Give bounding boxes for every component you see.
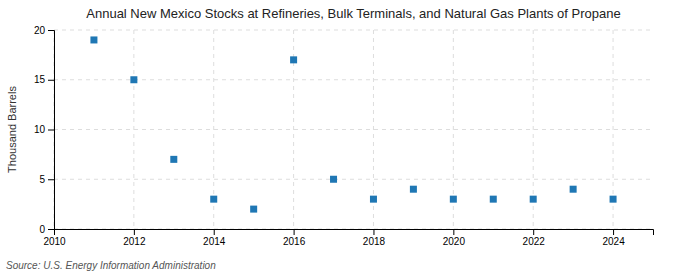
point	[130, 76, 137, 83]
point	[490, 196, 497, 203]
x-axis-tick: 2012	[123, 229, 146, 247]
point	[530, 196, 537, 203]
y-axis-tick: 10	[34, 124, 54, 135]
x-axis-tick-label: 2020	[443, 236, 466, 247]
points	[90, 36, 616, 212]
point	[450, 196, 457, 203]
grid-line-y	[54, 179, 653, 180]
x-axis: 2010 2012 2014 2016 2018 2020 2022 2024	[43, 229, 653, 247]
grid-line-y	[54, 79, 653, 80]
y-axis-tick-label: 5	[39, 174, 45, 185]
source-note: Source: U.S. Energy Information Administ…	[6, 260, 216, 271]
x-axis-tick-label: 2014	[203, 236, 226, 247]
point	[250, 206, 257, 213]
y-axis-tick-mark	[48, 30, 54, 31]
point	[210, 196, 217, 203]
grid-line-x	[133, 30, 134, 229]
x-axis-tick: 2016	[283, 229, 306, 247]
x-axis-tick-label: 2022	[523, 236, 546, 247]
chart: 2010201220142016201820202022202405101520…	[0, 0, 675, 275]
point	[170, 156, 177, 163]
point	[610, 196, 617, 203]
title: Annual New Mexico Stocks at Refineries, …	[86, 6, 620, 21]
x-axis-tick-label: 2016	[283, 236, 306, 247]
x-axis-tick: 2024	[602, 229, 625, 247]
x-axis-tick-label: 2024	[602, 236, 625, 247]
x-axis-tick: 2022	[523, 229, 546, 247]
y-axis-tick-mark	[48, 229, 54, 230]
grid-line-y	[54, 129, 653, 130]
x-axis-tick-mark	[214, 229, 215, 235]
x-axis-tick-mark	[294, 229, 295, 235]
point	[570, 186, 577, 193]
y-axis-line	[48, 31, 55, 230]
x-axis-tick-mark	[533, 229, 534, 235]
y-axis-title: Thousand Barrels	[6, 86, 18, 173]
y-axis-tick: 20	[34, 25, 54, 36]
y-axis-tick-mark	[48, 80, 54, 81]
x-axis-tick: 2018	[363, 229, 386, 247]
point	[410, 186, 417, 193]
grid	[54, 30, 653, 229]
x-axis-tick-mark	[453, 229, 454, 235]
y-axis-tick-label: 15	[34, 74, 46, 85]
point	[370, 196, 377, 203]
grid-line-y	[54, 30, 653, 31]
x-axis-tick: 2020	[443, 229, 466, 247]
y-axis: 0 5 10 15 20	[34, 25, 55, 235]
x-axis-tick-mark	[613, 229, 614, 235]
point	[90, 36, 97, 43]
x-axis-tick-label: 2018	[363, 236, 386, 247]
x-axis-tick-label: 2010	[43, 236, 66, 247]
x-axis-tick: 2010	[43, 229, 66, 247]
x-axis-tick: 2014	[203, 229, 226, 247]
y-axis-tick-mark	[48, 130, 54, 131]
y-axis-tick-mark	[48, 179, 54, 180]
y-axis-tick-label: 20	[34, 25, 46, 36]
y-axis-tick: 0	[39, 224, 54, 235]
y-axis-tick: 15	[34, 74, 54, 85]
x-axis-tick-mark	[373, 229, 374, 235]
y-axis-tick-label: 10	[34, 124, 46, 135]
y-axis-tick-label: 0	[39, 224, 45, 235]
point	[290, 56, 297, 63]
y-axis-tick: 5	[39, 174, 54, 185]
plot: 2010 2012 2014 2016 2018 2020 2022 2024 0 5 10 15 20	[34, 25, 654, 247]
x-axis-tick-mark	[134, 229, 135, 235]
point	[330, 176, 337, 183]
x-axis-line	[55, 230, 654, 236]
x-axis-tick-label: 2012	[123, 236, 146, 247]
